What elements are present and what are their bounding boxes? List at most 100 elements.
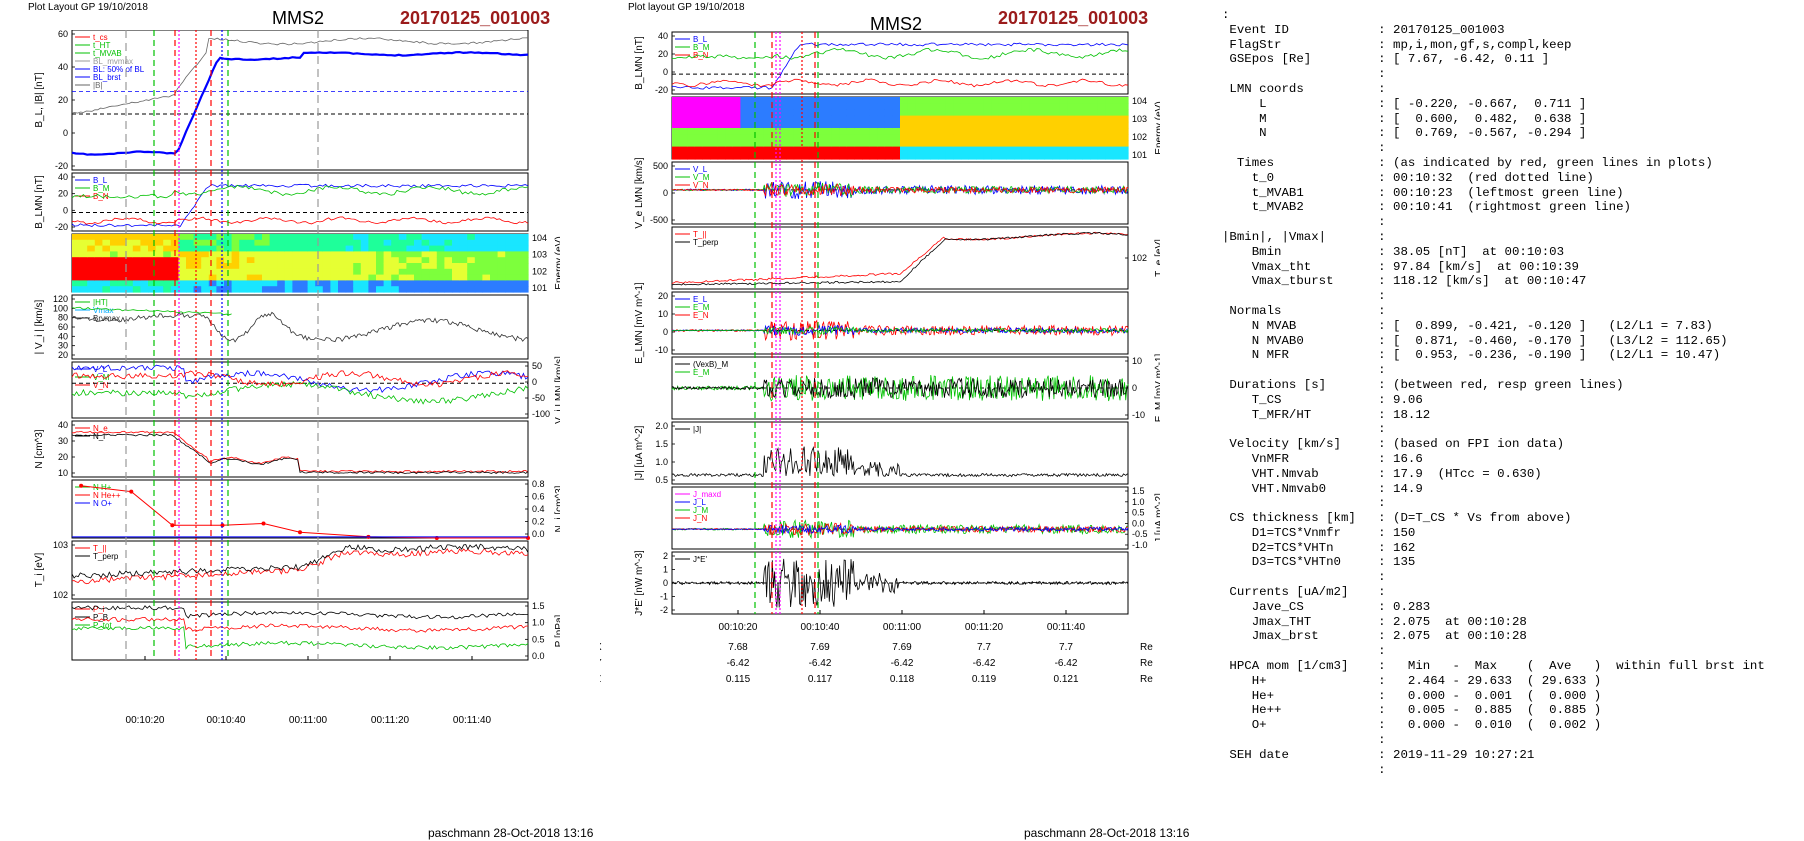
spectrogram-cell — [1036, 146, 1045, 154]
spectrogram-cell — [1036, 140, 1045, 148]
spectrogram-cell — [1014, 134, 1023, 141]
spectrogram-cell — [1090, 115, 1099, 123]
spectrogram-cell — [444, 239, 453, 247]
spectrogram-cell — [892, 97, 901, 104]
spectrogram-cell — [246, 251, 255, 258]
spectrogram-cell — [444, 280, 453, 287]
spectrogram-cell — [740, 103, 749, 110]
spectrogram-cell — [983, 152, 992, 160]
y-tick-label: 1.0 — [1132, 497, 1145, 507]
spectrogram-cell — [1014, 109, 1023, 117]
spectrogram-cell — [694, 134, 703, 141]
spectrogram-cell — [208, 239, 217, 247]
spectrogram-cell — [79, 286, 88, 293]
spectrogram-cell — [892, 128, 901, 135]
spectrogram-cell — [1067, 152, 1076, 160]
y-tick-label: -10 — [655, 345, 668, 355]
bn-trace — [71, 216, 529, 225]
y-tick-label: 0.8 — [532, 479, 545, 489]
spectrogram-cell — [831, 128, 840, 135]
spectrogram-cell — [444, 286, 453, 293]
he-trace — [81, 485, 528, 539]
spectrogram-cell — [991, 152, 1000, 160]
y-tick-label: 103 — [1132, 114, 1147, 124]
spectrogram-cell — [672, 146, 681, 154]
legend-entry: E_M — [693, 368, 710, 377]
spectrogram-cell — [1097, 146, 1106, 154]
legend-entry: J_L — [693, 498, 706, 507]
spectrogram-cell — [930, 140, 939, 148]
spectrogram-cell — [459, 263, 468, 270]
spectrogram-cell — [1120, 152, 1129, 160]
spectrogram-cell — [991, 97, 1000, 104]
info-line: VnMFR : 16.6 — [1222, 451, 1423, 466]
coord-label: X — [600, 642, 602, 653]
spectrogram-cell — [694, 128, 703, 135]
spectrogram-cell — [368, 263, 377, 270]
spectrogram-cell — [672, 128, 681, 135]
y-axis-label: B_LMN [nT] — [34, 175, 45, 229]
spectrogram-cell — [1074, 97, 1083, 104]
spectrogram-cell — [816, 128, 825, 135]
spectrogram-cell — [991, 109, 1000, 117]
spectrogram-cell — [520, 239, 529, 247]
spectrogram-cell — [672, 134, 681, 141]
info-line: VHT.Nmvab0 : 14.9 — [1222, 481, 1423, 496]
spectrogram-cell — [900, 121, 909, 129]
panel-frame — [671, 226, 1129, 290]
spectrogram-cell — [710, 152, 719, 160]
spectrogram-cell — [467, 268, 476, 276]
spectrogram-cell — [694, 140, 703, 148]
spectrogram-cell — [72, 234, 81, 241]
y-tick-label: 1.5 — [532, 601, 545, 611]
spectrogram-cell — [269, 239, 278, 247]
spectrogram-cell — [778, 128, 787, 135]
spectrogram-cell — [421, 274, 430, 281]
spectrogram-cell — [459, 274, 468, 281]
legend-entry: P_B — [93, 613, 108, 622]
spectrogram-cell — [155, 245, 164, 252]
spectrogram-cell — [831, 140, 840, 148]
spectrogram-cell — [155, 239, 164, 247]
spectrogram-cell — [998, 115, 1007, 123]
tpar-trace — [671, 231, 1129, 284]
spectrogram-cell — [1120, 140, 1129, 148]
spectrogram-cell — [1067, 121, 1076, 129]
spectrogram-cell — [938, 115, 947, 123]
spectrogram-cell — [854, 134, 863, 141]
spectrogram-cell — [1059, 146, 1068, 154]
spectrogram-cell — [824, 152, 833, 160]
left-plot-header: Plot Layout GP 19/10/2018 — [28, 2, 148, 13]
spectrogram-cell — [884, 109, 893, 117]
spectrogram-cell — [953, 115, 962, 123]
spectrogram-cell — [300, 263, 309, 270]
spectrogram-cell — [884, 103, 893, 110]
spectrogram-cell — [801, 103, 810, 110]
spectrogram-cell — [1044, 121, 1053, 129]
time-tick-label: 00:11:40 — [1047, 622, 1086, 633]
spectrogram-cell — [224, 263, 233, 270]
spectrogram-cell — [1014, 146, 1023, 154]
spectrogram-cell — [520, 263, 529, 270]
spectrogram-cell — [1044, 134, 1053, 141]
spectrogram-cell — [444, 257, 453, 264]
spectrogram-cell — [907, 140, 916, 148]
spectrogram-cell — [117, 268, 126, 276]
spectrogram-cell — [900, 140, 909, 148]
y-tick-label: 0 — [532, 377, 537, 387]
spectrogram-cell — [254, 251, 263, 258]
spectrogram-cell — [1105, 97, 1114, 104]
spectrogram-cell — [1014, 152, 1023, 160]
spectrogram-cell — [1090, 152, 1099, 160]
spectrogram-cell — [512, 234, 521, 241]
spectrogram-cell — [391, 280, 400, 287]
spectrogram-cell — [201, 257, 210, 264]
spectrogram-cell — [1082, 97, 1091, 104]
spectrogram-cell — [277, 257, 286, 264]
spectrogram-cell — [778, 152, 787, 160]
spectrogram-cell — [1074, 115, 1083, 123]
spectrogram-cell — [254, 274, 263, 281]
spectrogram-cell — [452, 251, 461, 258]
spectrogram-cell — [960, 146, 969, 154]
spectrogram-cell — [740, 146, 749, 154]
